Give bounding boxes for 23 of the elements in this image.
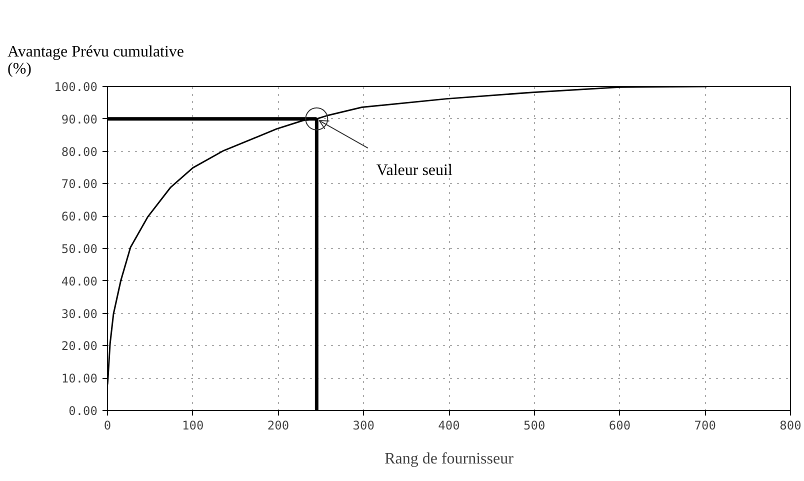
y-tick-label: 90.00	[61, 112, 98, 126]
x-tick-label: 100	[182, 418, 204, 432]
x-tick-label: 200	[267, 418, 290, 432]
y-tick-label: 80.00	[61, 144, 98, 159]
y-tick-label: 30.00	[61, 306, 98, 321]
annotation: Valeur seuil	[376, 162, 453, 180]
x-tick-label: 300	[352, 418, 374, 432]
y-tick-label: 40.00	[61, 274, 98, 288]
y-tick-label: 100.00	[54, 80, 98, 94]
chart-title: Avantage Prévu cumulative (%)	[8, 44, 184, 78]
y-tick-label: 70.00	[61, 177, 98, 192]
x-tick-label: 700	[694, 418, 716, 432]
x-tick-label: 0	[104, 418, 112, 432]
x-tick-label: 600	[608, 418, 631, 432]
y-tick-label: 20.00	[61, 339, 98, 354]
x-tick-label: 500	[524, 418, 546, 432]
x-axis-title: Rang de fournisseur	[384, 450, 514, 468]
y-tick-label: 10.00	[61, 372, 98, 386]
y-tick-label: 50.00	[61, 242, 98, 256]
y-tick-label: 60.00	[61, 210, 98, 224]
x-tick-label: 400	[438, 418, 460, 432]
x-tick-label: 800	[780, 418, 802, 432]
y-tick-label: 0.00	[68, 404, 98, 418]
